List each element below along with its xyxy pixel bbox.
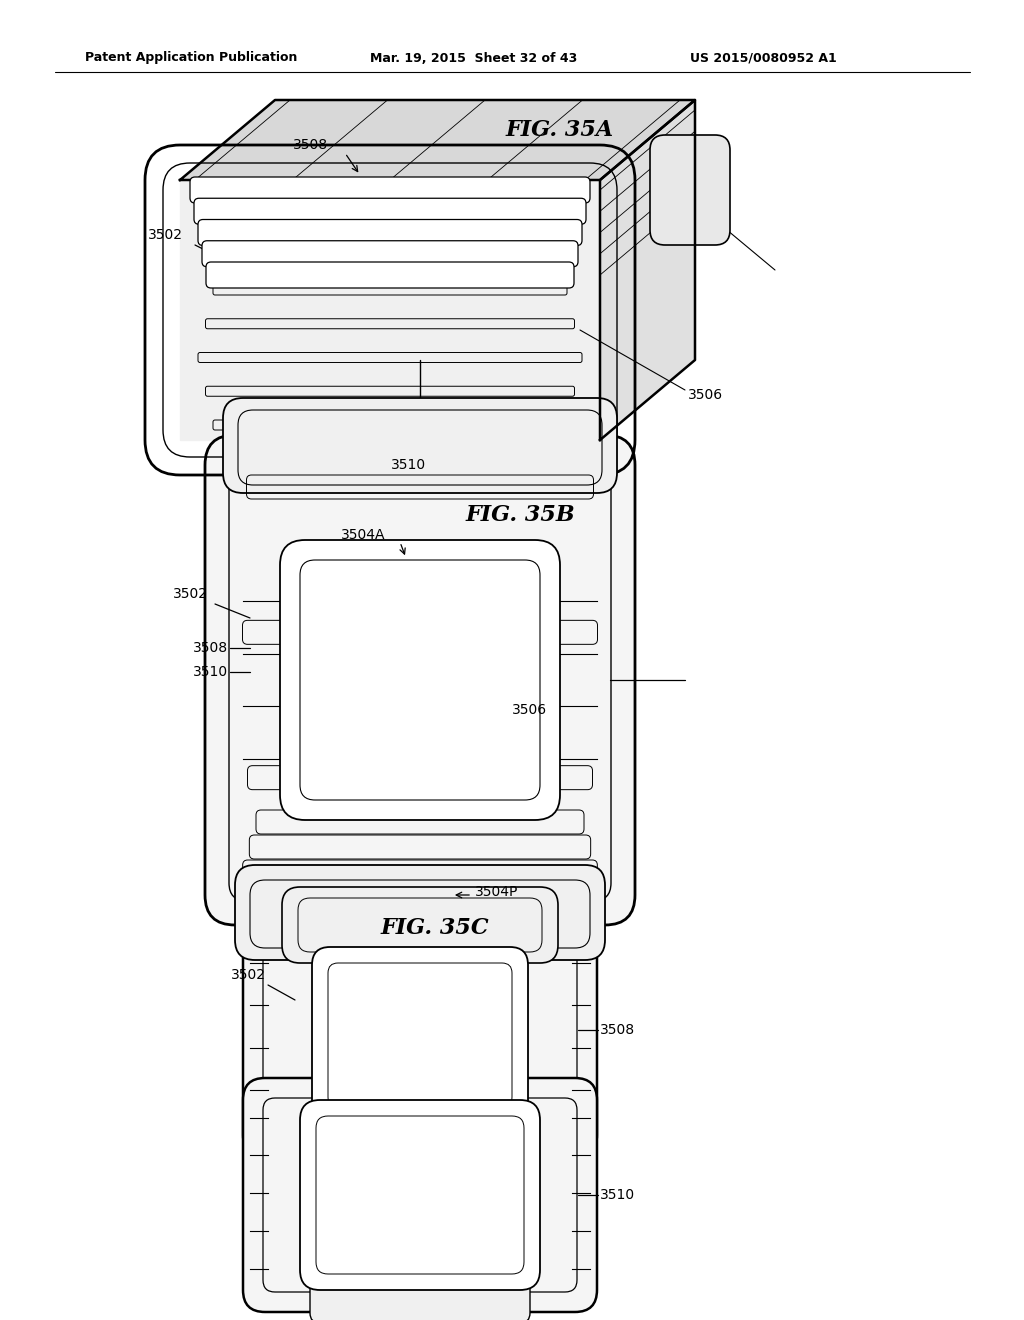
Text: Mar. 19, 2015  Sheet 32 of 43: Mar. 19, 2015 Sheet 32 of 43 [370, 51, 578, 65]
Polygon shape [180, 100, 695, 180]
Text: 3506: 3506 [688, 388, 723, 403]
FancyBboxPatch shape [194, 198, 586, 224]
Text: 3508: 3508 [293, 139, 328, 152]
Text: 3510: 3510 [390, 458, 426, 473]
Text: 3506: 3506 [512, 704, 547, 717]
Text: 3510: 3510 [193, 665, 228, 678]
Text: Patent Application Publication: Patent Application Publication [85, 51, 297, 65]
Text: 3508: 3508 [600, 1023, 635, 1038]
Polygon shape [600, 100, 695, 440]
FancyBboxPatch shape [234, 865, 605, 960]
FancyBboxPatch shape [650, 135, 730, 246]
Text: FIG. 35B: FIG. 35B [465, 504, 574, 525]
FancyBboxPatch shape [205, 436, 635, 925]
Text: FIG. 35A: FIG. 35A [506, 119, 614, 141]
FancyBboxPatch shape [198, 219, 582, 246]
FancyBboxPatch shape [332, 1127, 508, 1163]
FancyBboxPatch shape [310, 1275, 530, 1320]
Text: 3502: 3502 [230, 968, 265, 982]
FancyBboxPatch shape [243, 1078, 597, 1312]
Text: 3508: 3508 [193, 642, 228, 655]
FancyBboxPatch shape [243, 913, 597, 1158]
Text: 3510: 3510 [600, 1188, 635, 1203]
FancyBboxPatch shape [300, 1100, 540, 1290]
FancyBboxPatch shape [280, 540, 560, 820]
Text: US 2015/0080952 A1: US 2015/0080952 A1 [690, 51, 837, 65]
FancyBboxPatch shape [190, 177, 590, 203]
Text: 3502: 3502 [172, 587, 208, 601]
FancyBboxPatch shape [312, 946, 528, 1123]
FancyBboxPatch shape [206, 261, 574, 288]
Text: 3502: 3502 [147, 228, 182, 242]
FancyBboxPatch shape [202, 240, 578, 267]
FancyBboxPatch shape [282, 887, 558, 964]
Text: FIG. 35C: FIG. 35C [381, 917, 489, 939]
Text: 3504P: 3504P [475, 884, 518, 899]
Text: 3504A: 3504A [341, 528, 385, 543]
FancyBboxPatch shape [223, 399, 617, 492]
Polygon shape [180, 180, 600, 440]
